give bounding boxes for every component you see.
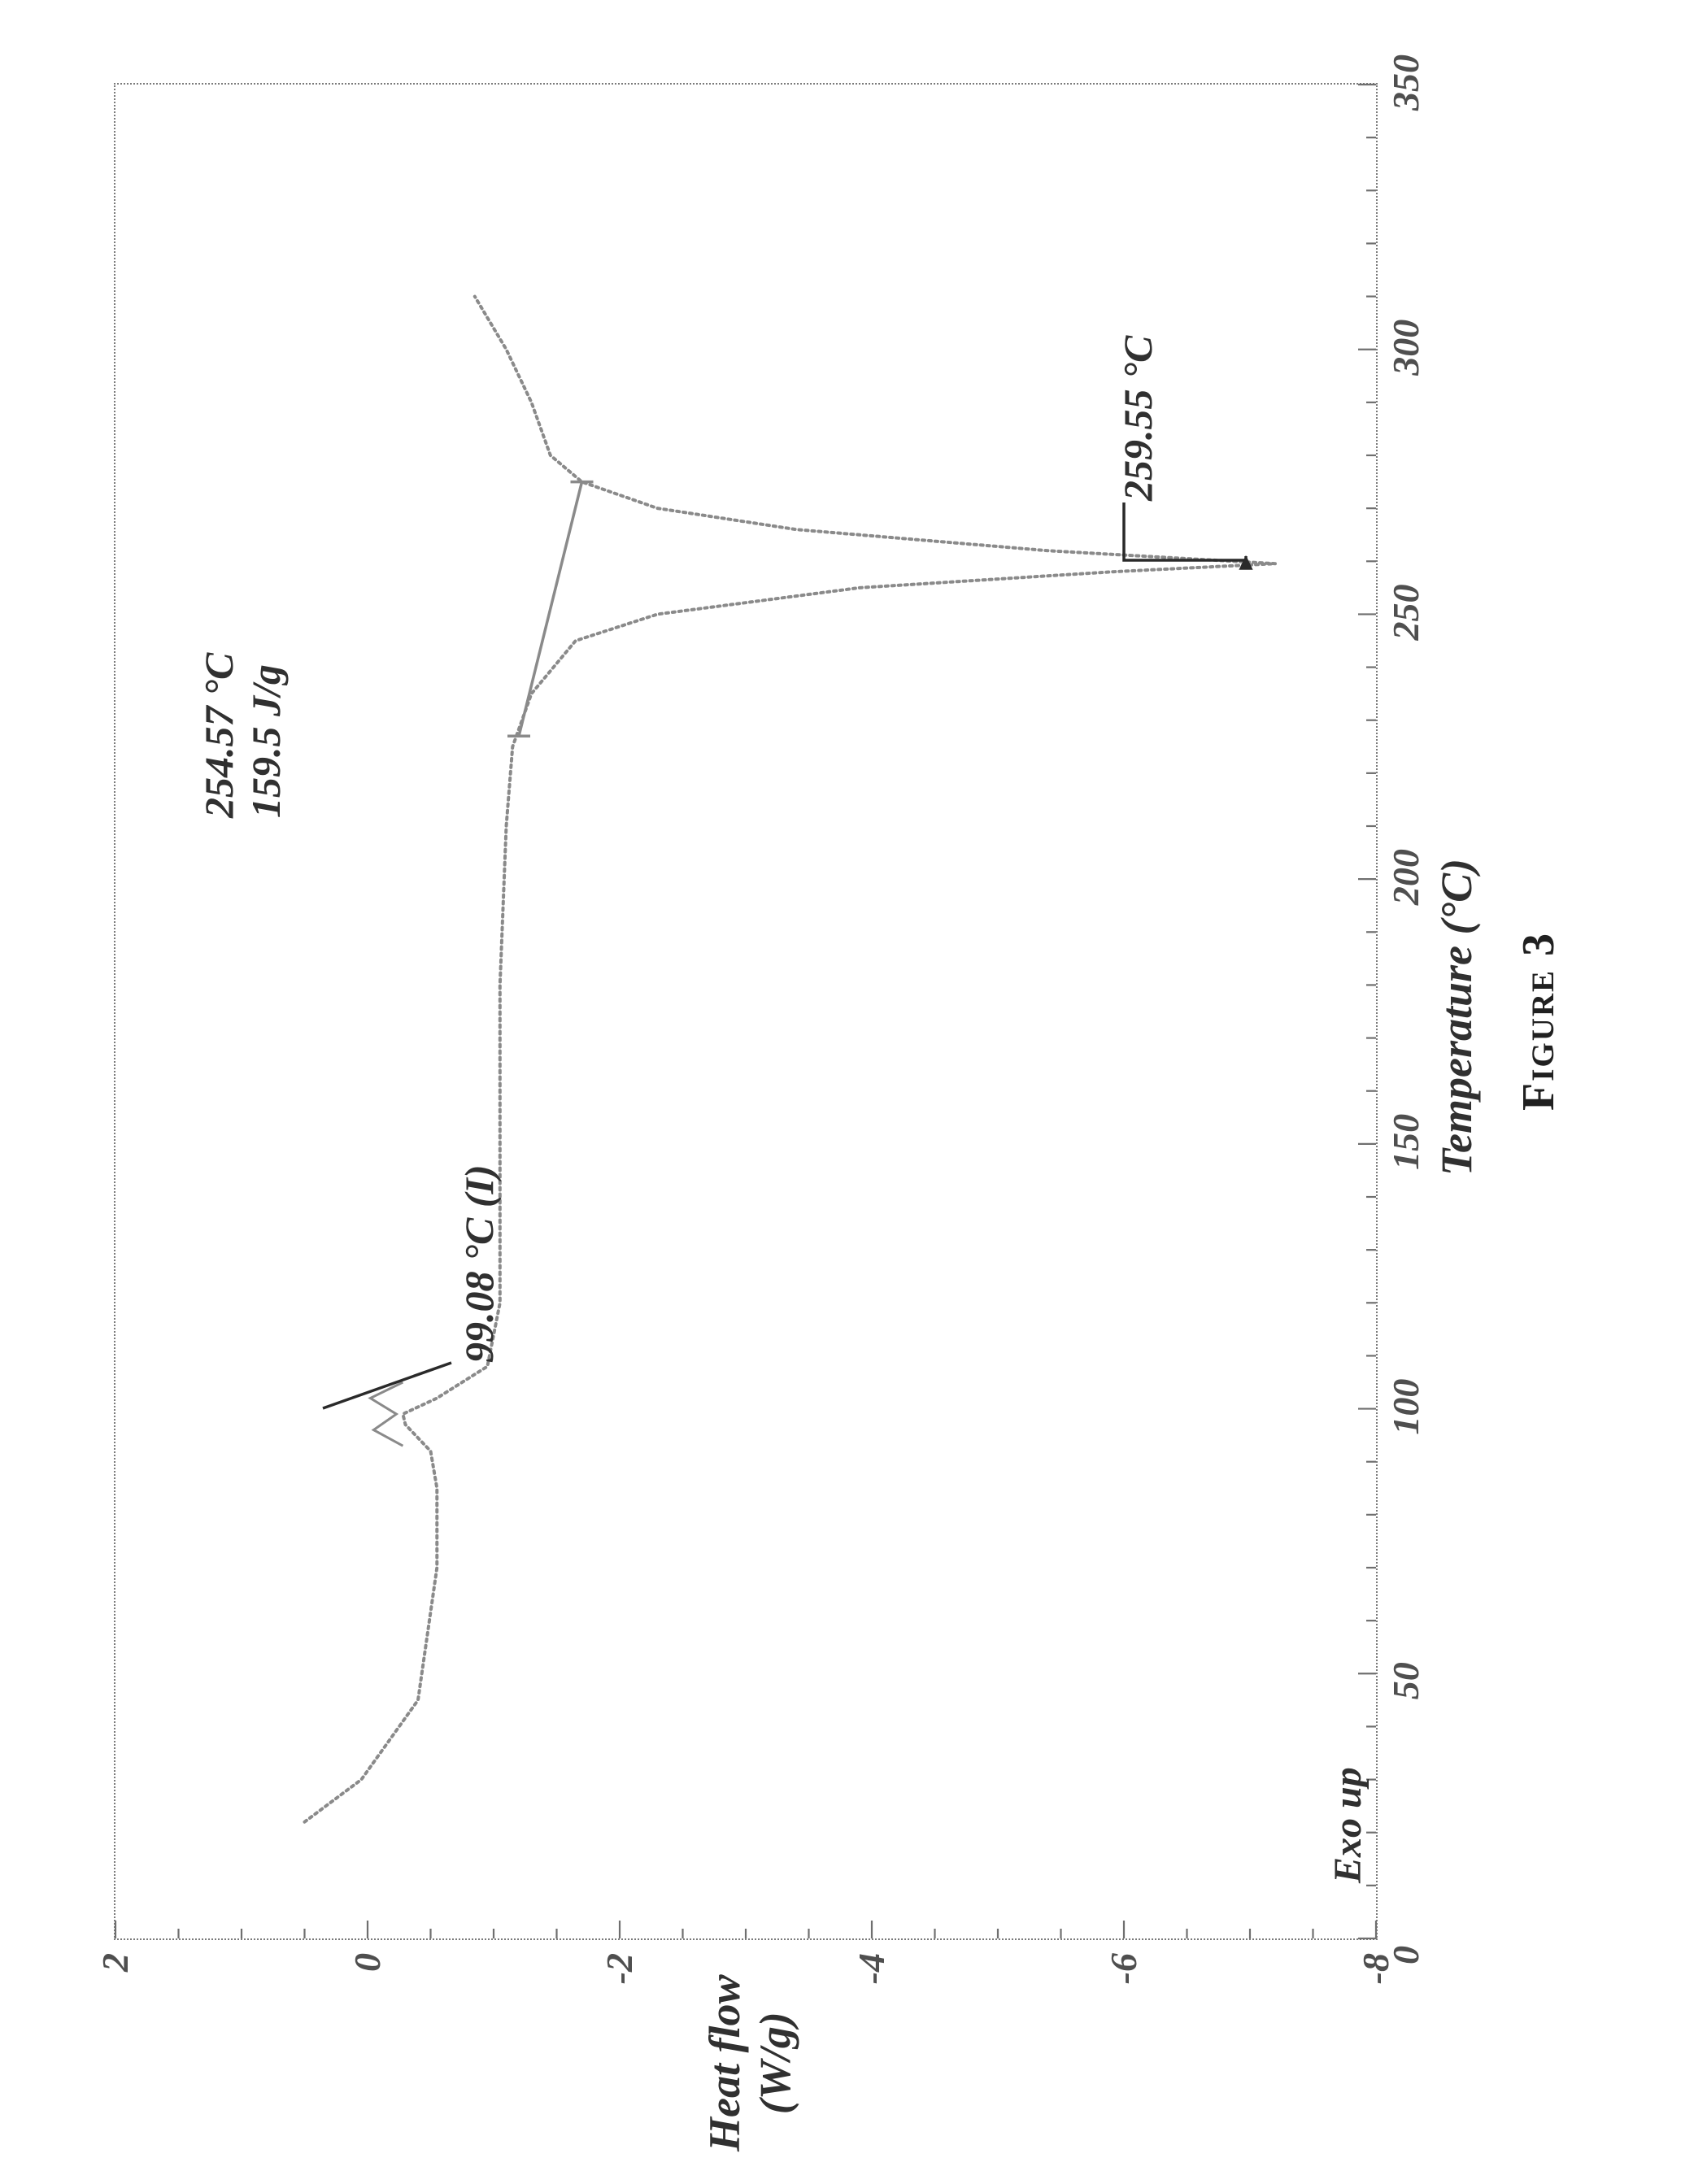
annotation-glass-transition: 99.08 °C (I) bbox=[455, 1164, 503, 1363]
annotation-onset-line1: 254.57 °C bbox=[195, 653, 242, 818]
x-tick-label: 50 bbox=[1384, 1662, 1427, 1699]
figure-caption: Figure 3 bbox=[1513, 932, 1565, 1111]
y-tick-label: 0 bbox=[346, 1953, 389, 1972]
y-tick-label: -8 bbox=[1354, 1953, 1397, 1984]
y-tick-label: -6 bbox=[1102, 1953, 1145, 1984]
annotation-exo-up: Exo up bbox=[1326, 1767, 1370, 1883]
page: Heat flow (W/g) Temperature (°C) 254.57 … bbox=[0, 0, 1707, 2184]
annotation-peak: 259.55 °C bbox=[1114, 336, 1161, 501]
x-tick-label: 100 bbox=[1384, 1379, 1427, 1435]
x-tick-label: 350 bbox=[1384, 54, 1427, 111]
y-tick-label: -2 bbox=[598, 1953, 641, 1984]
rotated-chart-panel: Heat flow (W/g) Temperature (°C) 254.57 … bbox=[0, 0, 1707, 2184]
x-axis-label: Temperature (°C) bbox=[1431, 859, 1482, 1176]
annotation-onset-line2: 159.5 J/g bbox=[242, 653, 290, 818]
plot-frame bbox=[114, 83, 1378, 1940]
y-tick-label: 2 bbox=[94, 1953, 137, 1972]
y-axis-label-line2: (W/g) bbox=[750, 1975, 800, 2151]
y-axis-label-line1: Heat flow bbox=[699, 1975, 750, 2151]
y-axis-label: Heat flow (W/g) bbox=[699, 1975, 800, 2151]
x-tick-label: 150 bbox=[1384, 1114, 1427, 1170]
y-tick-label: -4 bbox=[850, 1953, 893, 1984]
x-tick-label: 250 bbox=[1384, 584, 1427, 640]
x-tick-label: 300 bbox=[1384, 320, 1427, 376]
annotation-onset: 254.57 °C 159.5 J/g bbox=[195, 653, 290, 818]
x-tick-label: 200 bbox=[1384, 849, 1427, 905]
dsc-chart-svg bbox=[115, 85, 1376, 1938]
